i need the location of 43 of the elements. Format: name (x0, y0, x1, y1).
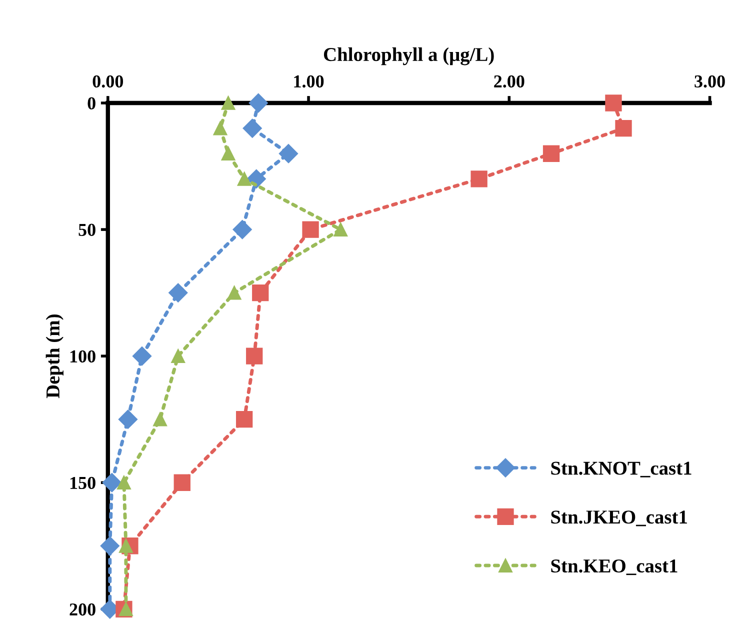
point (542, 145, 560, 162)
point (236, 411, 253, 428)
point (153, 412, 168, 426)
x-tick-label: 3.00 (694, 75, 725, 88)
point (174, 474, 190, 491)
legend-label: Stn.JKEO_cast1 (551, 510, 687, 526)
point (334, 222, 348, 236)
point (118, 410, 138, 429)
point (252, 284, 269, 302)
legend-label: Stn.KNOT_cast1 (551, 462, 692, 478)
point (237, 172, 252, 186)
point (119, 538, 133, 553)
point (132, 346, 152, 366)
y-tick-label: 150 (70, 476, 96, 490)
point (221, 96, 236, 110)
point (242, 118, 262, 138)
x-tick-label: 2.00 (494, 75, 524, 88)
point (171, 349, 186, 364)
point (119, 602, 133, 616)
point (248, 93, 268, 113)
y-axis-title: Depth (m) (46, 314, 64, 398)
legend-label: Stn.KEO_cast1 (551, 559, 678, 576)
point (470, 170, 488, 188)
point (615, 120, 632, 137)
point (221, 146, 236, 161)
y-tick-label: 0 (88, 97, 96, 110)
point (246, 348, 263, 364)
point (302, 221, 319, 238)
point (232, 220, 252, 240)
point (168, 283, 188, 302)
y-tick-label: 100 (70, 350, 96, 363)
x-tick-label: 1.00 (294, 75, 324, 88)
point (213, 121, 228, 136)
y-tick-label: 200 (70, 603, 96, 616)
point (102, 473, 122, 492)
point (100, 536, 120, 556)
x-tick-label: 0.00 (92, 75, 124, 88)
y-tick-label: 50 (78, 224, 96, 236)
point (278, 144, 298, 164)
point (605, 94, 622, 112)
x-axis-title: Chlorophyll a (μg/L) (324, 47, 494, 66)
point (227, 286, 242, 300)
point (117, 476, 131, 490)
